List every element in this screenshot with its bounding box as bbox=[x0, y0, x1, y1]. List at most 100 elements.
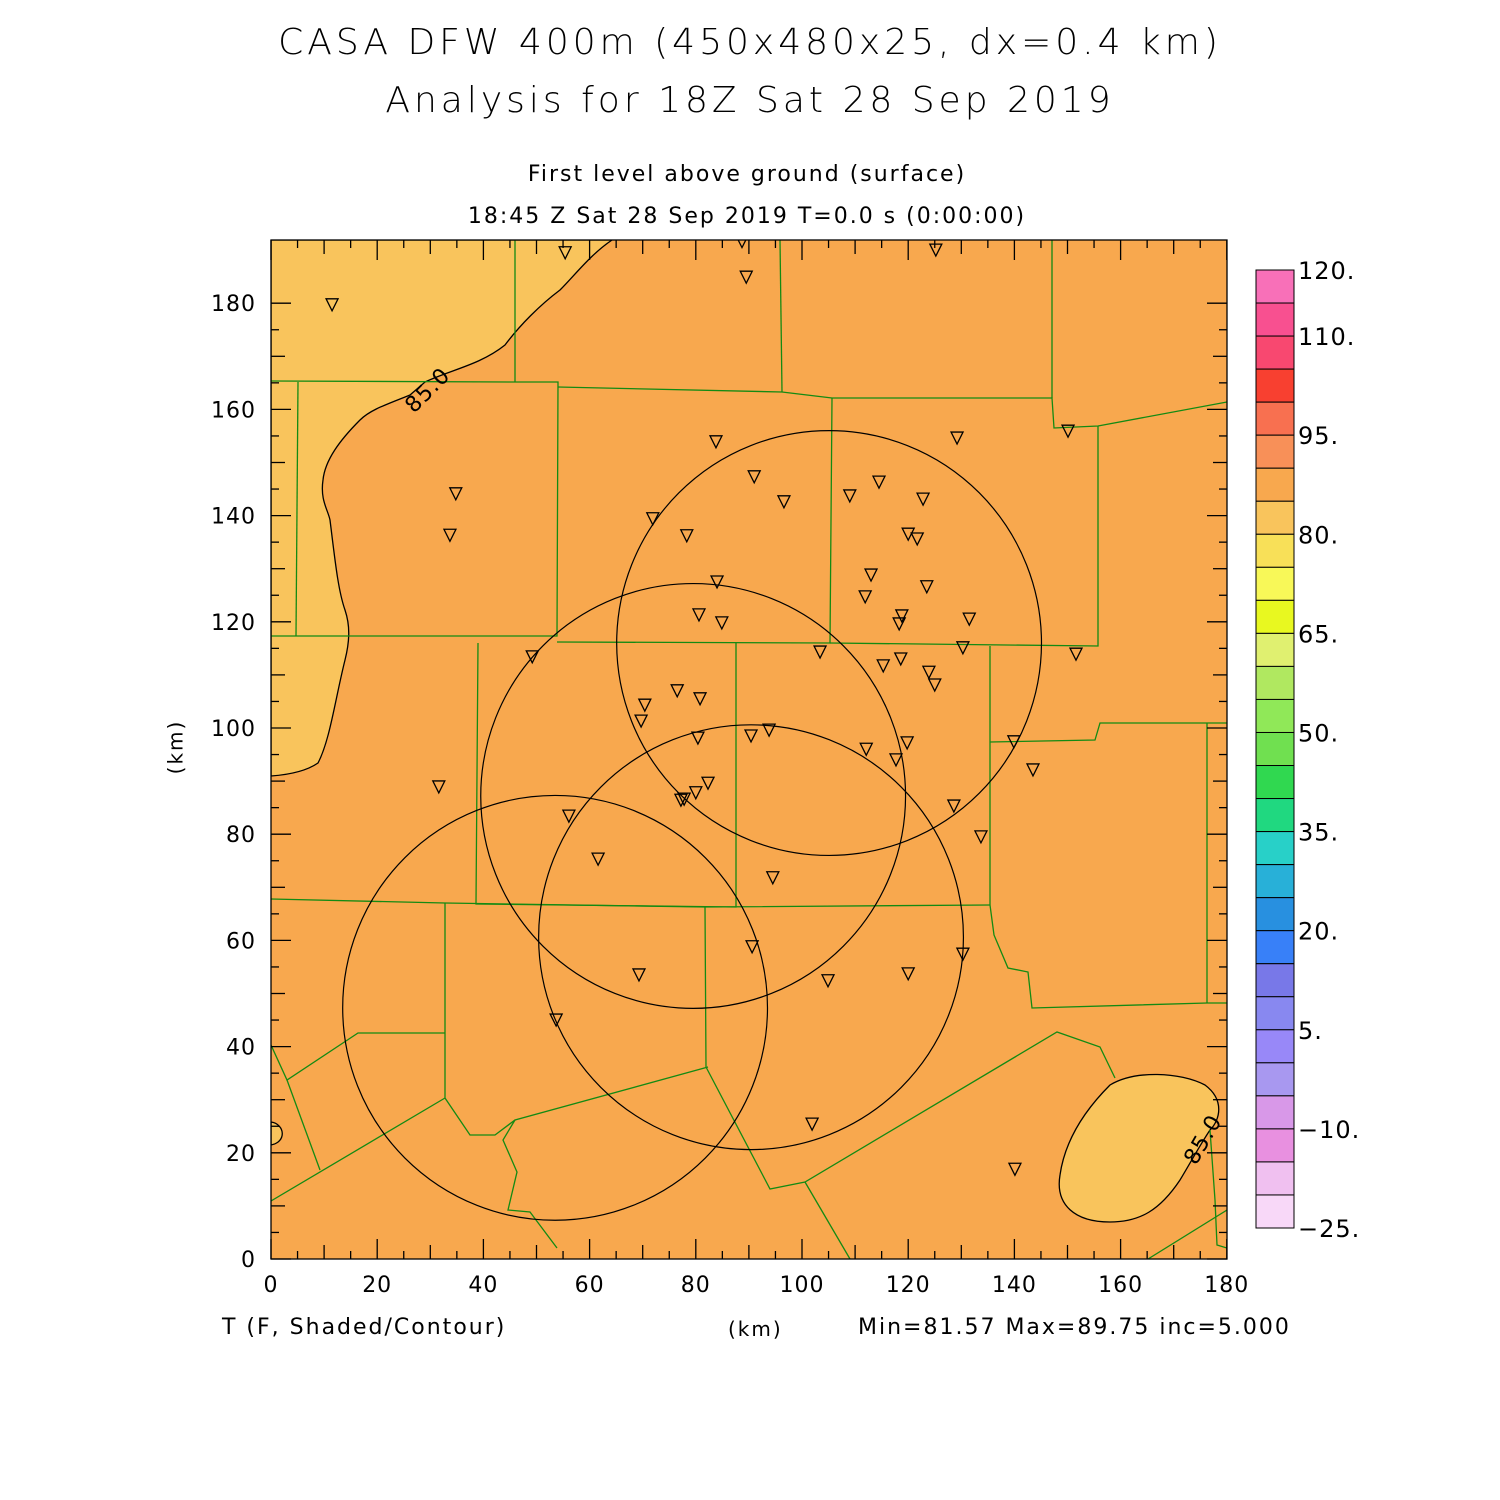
station-marker-triangle-icon bbox=[955, 641, 970, 656]
colorbar-swatch bbox=[1255, 533, 1295, 568]
station-marker-triangle-icon bbox=[901, 967, 916, 982]
x-tick-label: 40 bbox=[468, 1273, 498, 1298]
radar-ring bbox=[480, 582, 907, 1009]
station-marker-triangle-icon bbox=[670, 684, 685, 699]
station-marker-triangle-icon bbox=[1006, 735, 1021, 750]
station-marker-triangle-icon bbox=[876, 659, 891, 674]
colorbar-swatch bbox=[1255, 765, 1295, 800]
radar-ring bbox=[342, 794, 769, 1221]
station-marker-triangle-icon bbox=[525, 650, 540, 665]
station-marker-triangle-icon bbox=[776, 495, 791, 510]
y-tick-label: 120 bbox=[211, 611, 256, 636]
station-marker-triangle-icon bbox=[765, 871, 780, 886]
y-tick-label: 180 bbox=[211, 292, 256, 317]
colorbar-swatch bbox=[1255, 864, 1295, 899]
colorbar-label: 50. bbox=[1298, 719, 1339, 747]
station-marker-triangle-icon bbox=[928, 243, 943, 258]
station-marker-triangle-icon bbox=[679, 529, 694, 544]
station-marker-triangle-icon bbox=[690, 731, 705, 746]
station-marker-triangle-icon bbox=[549, 1013, 564, 1028]
colorbar-swatch bbox=[1255, 897, 1295, 932]
colorbar-label: −10. bbox=[1298, 1116, 1360, 1144]
colorbar-label: 65. bbox=[1298, 620, 1339, 648]
station-marker-triangle-icon bbox=[863, 568, 879, 583]
x-tick-label: 20 bbox=[362, 1273, 392, 1298]
colorbar-swatch bbox=[1255, 1062, 1295, 1097]
colorbar-swatch bbox=[1255, 632, 1295, 667]
station-marker-triangle-icon bbox=[973, 830, 988, 845]
colorbar-swatch bbox=[1255, 566, 1295, 601]
colorbar: 120. 110. 95. 80. 65. 50. 35. 20. 5. −10. −25. bbox=[1255, 257, 1360, 1243]
station-marker-triangle-icon bbox=[645, 512, 660, 527]
y-tick-label: 60 bbox=[226, 929, 256, 954]
station-marker-triangle-icon bbox=[673, 793, 688, 808]
station-marker-triangle-icon bbox=[325, 298, 340, 313]
station-marker-triangle-icon bbox=[561, 809, 576, 824]
x-axis-label: (km) bbox=[728, 1317, 783, 1341]
colorbar-swatch bbox=[1255, 963, 1295, 998]
station-marker-triangle-icon bbox=[820, 974, 836, 989]
x-tick-label: 180 bbox=[1204, 1273, 1249, 1298]
colorbar-swatch bbox=[1255, 1095, 1295, 1130]
station-marker-triangle-icon bbox=[714, 616, 729, 631]
station-marker-triangle-icon bbox=[591, 852, 606, 867]
station-marker-triangle-icon bbox=[919, 580, 934, 595]
colorbar-swatch bbox=[1255, 434, 1295, 469]
station-marker-triangle-icon bbox=[708, 435, 724, 450]
station-marker-triangle-icon bbox=[634, 714, 649, 729]
colorbar-swatch bbox=[1255, 1194, 1295, 1229]
station-marker-triangle-icon bbox=[888, 753, 904, 768]
observation-stations bbox=[325, 240, 1084, 1177]
station-marker-triangle-icon bbox=[637, 698, 652, 713]
station-marker-triangle-icon bbox=[762, 723, 777, 738]
colorbar-label: −25. bbox=[1298, 1215, 1360, 1243]
colorbar-swatch bbox=[1255, 599, 1295, 634]
station-marker-triangle-icon bbox=[677, 792, 692, 807]
x-tick-label: 60 bbox=[575, 1273, 605, 1298]
station-marker-triangle-icon bbox=[946, 799, 961, 814]
colorbar-swatch bbox=[1255, 698, 1295, 733]
axis-tick-labels: 0 20 40 60 80 100 120 140 160 180 0 20 40 60 80 100 120 1… bbox=[211, 292, 1249, 1298]
plot-subtitle-time: 18:45 Z Sat 28 Sep 2019 T=0.0 s (0:00:00… bbox=[467, 204, 1027, 229]
station-marker-triangle-icon bbox=[431, 780, 446, 795]
station-marker-triangle-icon bbox=[921, 665, 936, 680]
colorbar-swatch bbox=[1255, 335, 1295, 370]
plot-title-line-2: Analysis for 18Z Sat 28 Sep 2019 bbox=[385, 80, 1115, 121]
y-tick-label: 40 bbox=[226, 1036, 256, 1061]
station-marker-triangle-icon bbox=[892, 617, 907, 632]
colorbar-swatch bbox=[1255, 1029, 1295, 1064]
station-marker-triangle-icon bbox=[842, 489, 857, 504]
field-below-85-northwest bbox=[271, 240, 614, 777]
station-marker-triangle-icon bbox=[747, 470, 762, 485]
plot-subtitle-level: First level above ground (surface) bbox=[527, 162, 967, 187]
x-tick-label: 0 bbox=[264, 1273, 279, 1298]
station-marker-triangle-icon bbox=[962, 612, 977, 627]
station-marker-triangle-icon bbox=[739, 270, 754, 285]
radar-ring bbox=[616, 430, 1043, 857]
station-marker-triangle-icon bbox=[691, 608, 707, 623]
station-marker-triangle-icon bbox=[893, 652, 908, 667]
colorbar-swatch bbox=[1255, 831, 1295, 866]
station-marker-triangle-icon bbox=[737, 240, 747, 250]
station-marker-triangle-icon bbox=[1060, 424, 1076, 439]
colorbar-label: 95. bbox=[1298, 422, 1339, 450]
x-tick-label: 80 bbox=[681, 1273, 711, 1298]
field-above-85 bbox=[271, 240, 1227, 1259]
y-tick-label: 100 bbox=[211, 717, 256, 742]
axis-ticks bbox=[270, 240, 1228, 1260]
y-tick-label: 0 bbox=[241, 1248, 256, 1273]
colorbar-swatch bbox=[1255, 1128, 1295, 1163]
station-marker-triangle-icon bbox=[558, 246, 573, 261]
y-tick-label: 20 bbox=[226, 1142, 256, 1167]
colorbar-label: 120. bbox=[1298, 257, 1355, 285]
station-marker-triangle-icon bbox=[448, 487, 463, 502]
colorbar-swatch bbox=[1255, 401, 1295, 436]
variable-label: T (F, Shaded/Contour) bbox=[222, 1315, 507, 1340]
station-marker-triangle-icon bbox=[692, 692, 708, 707]
colorbar-swatch bbox=[1255, 467, 1295, 502]
x-tick-label: 140 bbox=[992, 1273, 1037, 1298]
y-axis-label: (km) bbox=[163, 719, 188, 775]
station-marker-triangle-icon bbox=[442, 528, 457, 543]
station-marker-triangle-icon bbox=[910, 532, 925, 547]
